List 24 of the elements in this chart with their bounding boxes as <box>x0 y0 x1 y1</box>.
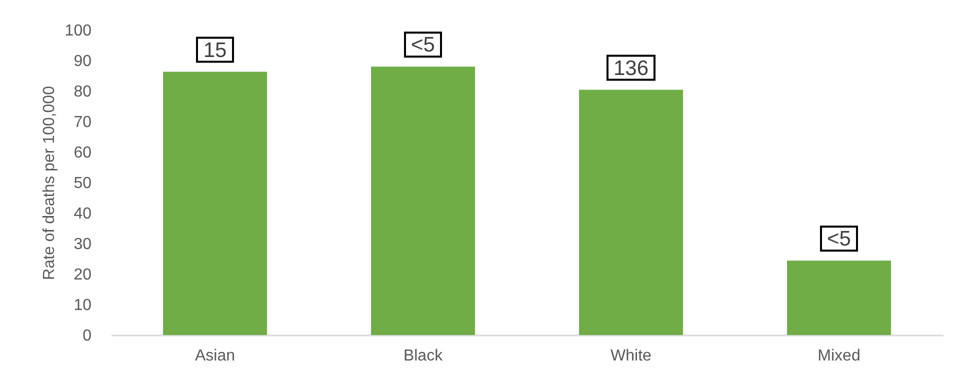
x-tick-label: White <box>610 348 652 364</box>
y-tick-label: 50 <box>74 175 92 192</box>
y-tick-label: 100 <box>64 22 92 40</box>
x-tick-label: Mixed <box>818 348 860 364</box>
annotation: <5 <box>827 228 851 251</box>
bar <box>579 90 683 335</box>
y-tick-label: 30 <box>74 236 92 253</box>
y-tick-label: 90 <box>74 53 92 70</box>
bar <box>371 66 475 335</box>
y-tick-label: 70 <box>74 114 92 131</box>
y-tick-label: 0 <box>82 328 92 344</box>
bar <box>163 72 267 335</box>
y-tick-label: 60 <box>74 144 92 162</box>
x-tick-label: Black <box>403 348 444 364</box>
y-tick-label: 40 <box>74 206 92 222</box>
y-tick-label: 20 <box>74 266 92 284</box>
y-tick-label: 80 <box>74 84 92 100</box>
annotation: <5 <box>411 34 435 57</box>
annotation: 136 <box>613 56 649 80</box>
x-tick-label: Asian <box>194 348 236 364</box>
annotation: 15 <box>203 38 227 62</box>
bar <box>787 260 891 335</box>
y-axis-title: Rate of deaths per 100,000 <box>40 86 58 280</box>
y-tick-label: 10 <box>74 297 92 314</box>
